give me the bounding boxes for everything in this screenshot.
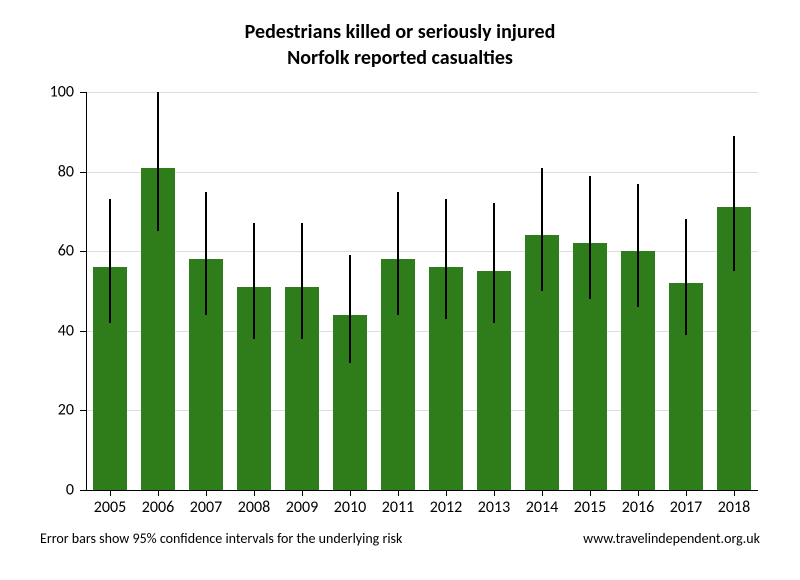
x-tick [686, 490, 687, 496]
y-axis-label: 60 [0, 242, 74, 261]
x-tick [302, 490, 303, 496]
x-tick [158, 490, 159, 496]
x-axis-label: 2005 [94, 498, 126, 517]
error-bar [205, 192, 206, 315]
error-bar [637, 184, 638, 307]
chart-title-line2: Norfolk reported casualties [0, 46, 800, 70]
x-tick [494, 490, 495, 496]
y-axis-label: 80 [0, 162, 74, 181]
x-axis-label: 2012 [430, 498, 462, 517]
error-bar [685, 219, 686, 334]
x-tick [206, 490, 207, 496]
source-text: www.travelindependent.org.uk [583, 530, 760, 547]
y-axis-line [86, 92, 87, 490]
x-tick [110, 490, 111, 496]
x-axis-label: 2015 [574, 498, 606, 517]
x-tick [638, 490, 639, 496]
plot-area [86, 92, 758, 490]
x-axis-label: 2014 [526, 498, 558, 517]
x-axis-label: 2006 [142, 498, 174, 517]
x-tick [542, 490, 543, 496]
error-bar [397, 192, 398, 315]
y-axis-label: 20 [0, 401, 74, 420]
error-bar [445, 199, 446, 318]
error-bar [109, 199, 110, 322]
x-tick [398, 490, 399, 496]
error-bar [541, 168, 542, 291]
x-tick [734, 490, 735, 496]
error-bar [349, 255, 350, 362]
error-bar [493, 203, 494, 322]
x-axis-label: 2011 [382, 498, 414, 517]
x-axis-line [86, 490, 758, 491]
y-axis-label: 40 [0, 321, 74, 340]
chart-container: Pedestrians killed or seriously injured … [0, 0, 800, 580]
x-tick [446, 490, 447, 496]
x-axis-label: 2017 [670, 498, 702, 517]
error-bar [253, 223, 254, 338]
gridline [86, 410, 758, 411]
x-axis-label: 2008 [238, 498, 270, 517]
error-bar [733, 136, 734, 271]
error-bar [157, 92, 158, 231]
gridline [86, 92, 758, 93]
x-axis-label: 2009 [286, 498, 318, 517]
y-axis-label: 0 [0, 481, 74, 500]
x-axis-label: 2013 [478, 498, 510, 517]
gridline [86, 251, 758, 252]
x-tick [590, 490, 591, 496]
x-axis-label: 2010 [334, 498, 366, 517]
footnote-text: Error bars show 95% confidence intervals… [40, 530, 402, 547]
x-tick [254, 490, 255, 496]
x-axis-label: 2007 [190, 498, 222, 517]
gridline [86, 331, 758, 332]
x-axis-label: 2016 [622, 498, 654, 517]
x-axis-label: 2018 [718, 498, 750, 517]
error-bar [589, 176, 590, 299]
gridline [86, 172, 758, 173]
x-tick [350, 490, 351, 496]
chart-title-line1: Pedestrians killed or seriously injured [0, 20, 800, 44]
y-axis-label: 100 [0, 83, 74, 102]
error-bar [301, 223, 302, 338]
